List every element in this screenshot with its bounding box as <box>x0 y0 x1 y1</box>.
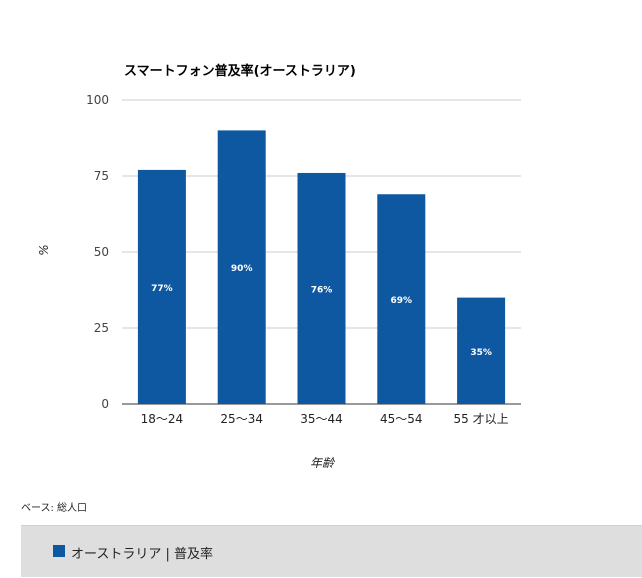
bar <box>217 130 266 404</box>
y-axis-label: % <box>37 244 51 255</box>
x-tick-label: 25〜34 <box>220 412 263 426</box>
bar-data-label: 35% <box>470 348 492 358</box>
legend-label: オーストラリア | 普及率 <box>71 547 213 562</box>
legend-swatch <box>53 545 65 557</box>
bar <box>457 297 506 404</box>
bar-data-label: 76% <box>311 285 333 295</box>
y-tick-label: 50 <box>94 245 109 259</box>
x-tick-label: 45〜54 <box>380 412 423 426</box>
bar <box>137 169 186 404</box>
bar-data-label: 90% <box>231 264 253 274</box>
legend: オーストラリア | 普及率 <box>21 525 642 577</box>
base-note: ベース: 総人口 <box>21 503 88 514</box>
bar-data-label: 69% <box>391 296 413 306</box>
x-tick-label: 55 才以上 <box>454 412 509 426</box>
x-axis-label: 年齢 <box>310 456 336 470</box>
bar <box>377 194 426 404</box>
bar-data-label: 77% <box>151 284 173 294</box>
bar <box>297 172 346 404</box>
x-tick-label: 18〜24 <box>141 412 184 426</box>
chart-title: スマートフォン普及率(オーストラリア) <box>124 63 356 79</box>
x-axis-ticks: 18〜24 25〜34 35〜44 45〜54 55 才以上 <box>141 412 509 426</box>
y-tick-label: 25 <box>94 321 109 335</box>
y-tick-label: 100 <box>86 93 109 107</box>
bars: 77% 90% 76% 69% 35% <box>137 130 506 404</box>
y-tick-label: 0 <box>101 397 109 411</box>
bar-chart: スマートフォン普及率(オーストラリア) 0 25 50 75 100 77% 90% 76%… <box>37 63 521 470</box>
y-axis-ticks: 0 25 50 75 100 <box>86 93 109 411</box>
y-tick-label: 75 <box>94 169 109 183</box>
x-tick-label: 35〜44 <box>300 412 343 426</box>
